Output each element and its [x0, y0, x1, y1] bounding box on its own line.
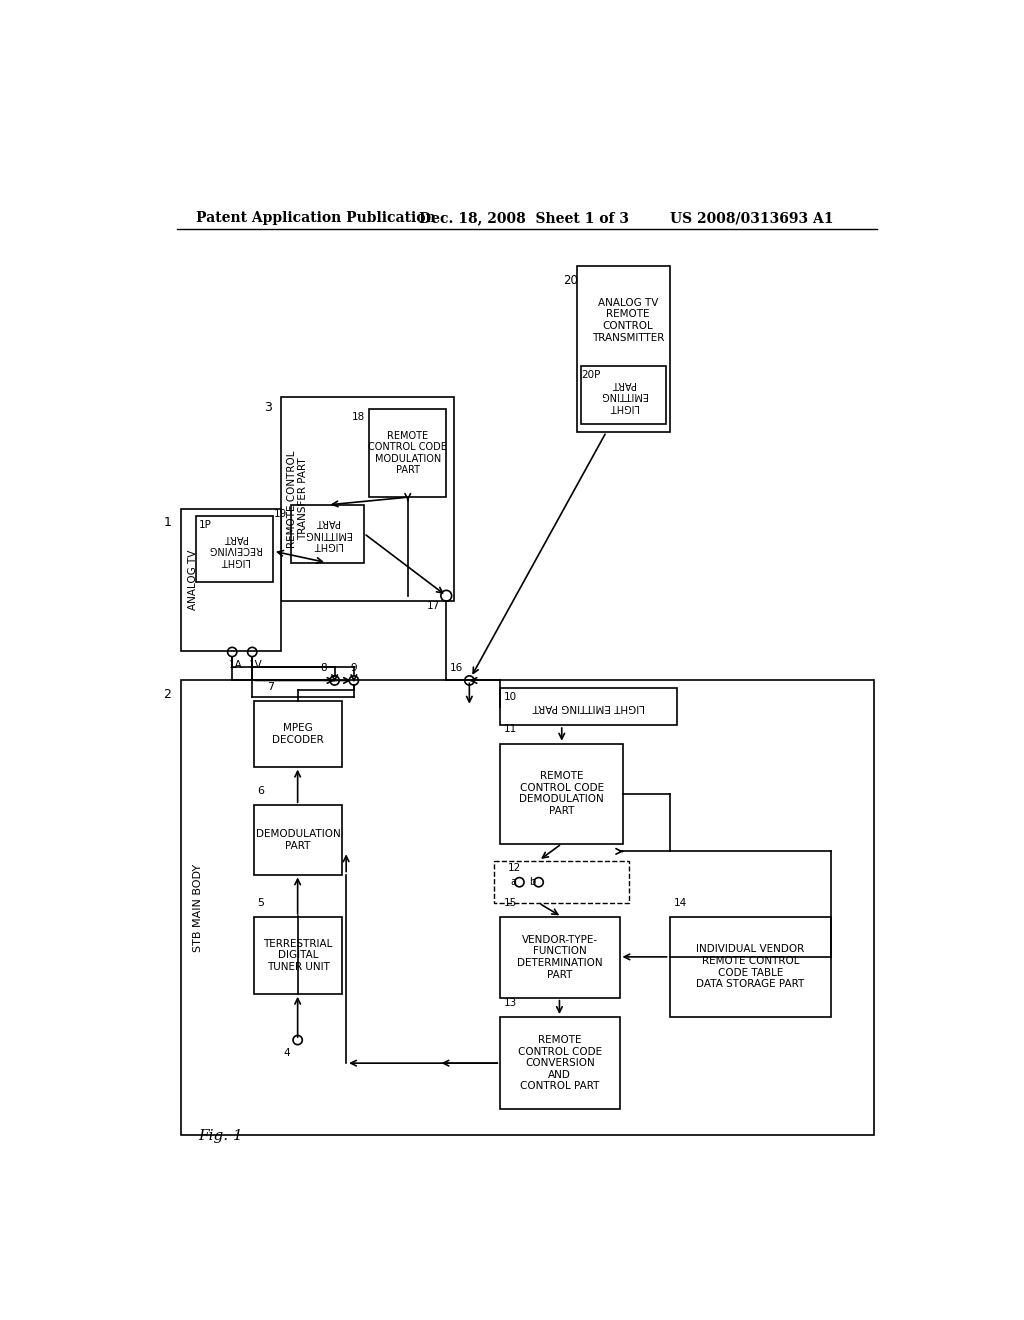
- Text: 20P: 20P: [581, 370, 600, 380]
- Bar: [254, 805, 342, 875]
- Text: 11: 11: [504, 725, 517, 734]
- Bar: [494, 861, 629, 903]
- Text: ANALOG TV
REMOTE
CONTROL
TRANSMITTER: ANALOG TV REMOTE CONTROL TRANSMITTER: [592, 298, 665, 342]
- Bar: [281, 397, 454, 601]
- Text: a: a: [510, 878, 516, 887]
- Text: VENDOR-TYPE-
FUNCTION
DETERMINATION
PART: VENDOR-TYPE- FUNCTION DETERMINATION PART: [517, 935, 603, 979]
- Text: 2: 2: [164, 688, 171, 701]
- Text: 12: 12: [508, 863, 521, 873]
- Text: 1V: 1V: [249, 660, 262, 669]
- Text: 8: 8: [321, 663, 327, 673]
- Text: Dec. 18, 2008  Sheet 1 of 3: Dec. 18, 2008 Sheet 1 of 3: [419, 211, 630, 226]
- Text: 17: 17: [427, 601, 440, 611]
- Text: 1: 1: [164, 516, 171, 529]
- Bar: [500, 1016, 620, 1109]
- Text: 6: 6: [258, 785, 264, 796]
- Text: 1A: 1A: [228, 660, 242, 669]
- Text: Patent Application Publication: Patent Application Publication: [196, 211, 435, 226]
- Text: US 2008/0313693 A1: US 2008/0313693 A1: [670, 211, 834, 226]
- Bar: [291, 506, 364, 562]
- Text: 5: 5: [258, 898, 264, 908]
- Bar: [180, 508, 281, 651]
- Text: 1P: 1P: [199, 520, 211, 531]
- Text: 15: 15: [504, 898, 517, 908]
- Text: Fig. 1: Fig. 1: [199, 1130, 243, 1143]
- Text: INDIVIDUAL VENDOR
REMOTE CONTROL
CODE TABLE
DATA STORAGE PART: INDIVIDUAL VENDOR REMOTE CONTROL CODE TA…: [696, 945, 805, 989]
- Text: 16: 16: [450, 663, 463, 673]
- Text: DEMODULATION
PART: DEMODULATION PART: [256, 829, 340, 850]
- Text: REMOTE
CONTROL CODE
DEMODULATION
PART: REMOTE CONTROL CODE DEMODULATION PART: [519, 771, 604, 816]
- Bar: [500, 917, 620, 998]
- Text: 20: 20: [563, 275, 579, 286]
- Text: 7: 7: [267, 682, 274, 692]
- Text: LIGHT
EMITTING
PART: LIGHT EMITTING PART: [600, 379, 647, 412]
- Bar: [180, 681, 873, 1135]
- Text: 14: 14: [674, 898, 687, 908]
- Text: 19: 19: [273, 508, 287, 519]
- Text: 18: 18: [352, 412, 366, 422]
- Text: REMOTE CONTROL
TRANSFER PART: REMOTE CONTROL TRANSFER PART: [287, 450, 308, 548]
- Bar: [254, 917, 342, 994]
- Text: 13: 13: [504, 998, 517, 1007]
- Text: STB MAIN BODY: STB MAIN BODY: [193, 863, 203, 952]
- Bar: [500, 688, 677, 725]
- Text: ANALOG TV: ANALOG TV: [188, 550, 198, 610]
- Text: LIGHT
EMITTING
PART: LIGHT EMITTING PART: [304, 517, 351, 550]
- Bar: [196, 516, 273, 582]
- Text: 9: 9: [350, 663, 356, 673]
- Bar: [581, 367, 666, 424]
- Bar: [578, 267, 670, 432]
- Text: 10: 10: [504, 692, 517, 702]
- Text: 4: 4: [284, 1048, 290, 1057]
- Bar: [254, 701, 342, 767]
- Text: REMOTE
CONTROL CODE
CONVERSION
AND
CONTROL PART: REMOTE CONTROL CODE CONVERSION AND CONTR…: [518, 1035, 602, 1092]
- Text: TERRESTRIAL
DIGITAL
TUNER UNIT: TERRESTRIAL DIGITAL TUNER UNIT: [263, 939, 333, 972]
- Text: b: b: [529, 878, 536, 887]
- Bar: [500, 743, 624, 843]
- Text: LIGHT EMITTING PART: LIGHT EMITTING PART: [532, 702, 645, 711]
- Text: 3: 3: [263, 401, 271, 414]
- Text: REMOTE
CONTROL CODE
MODULATION
PART: REMOTE CONTROL CODE MODULATION PART: [369, 430, 447, 475]
- Bar: [370, 409, 446, 498]
- Text: LIGHT
RECEIVING
PART: LIGHT RECEIVING PART: [208, 532, 261, 566]
- Text: MPEG
DECODER: MPEG DECODER: [272, 723, 324, 744]
- Bar: [670, 917, 831, 1016]
